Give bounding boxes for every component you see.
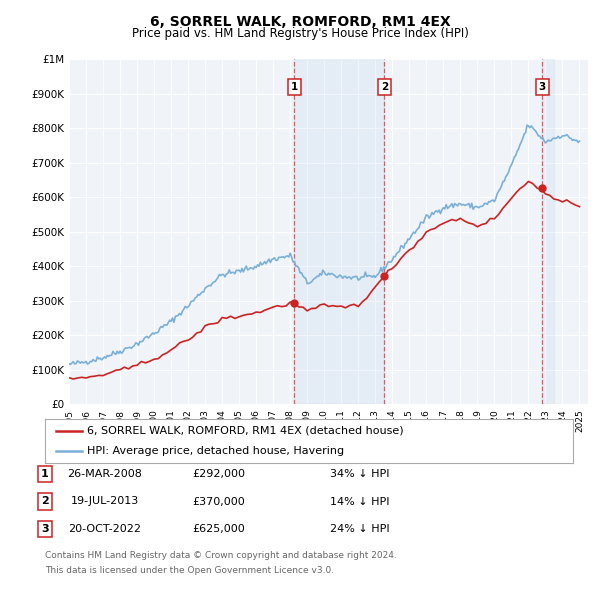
Text: Price paid vs. HM Land Registry's House Price Index (HPI): Price paid vs. HM Land Registry's House … xyxy=(131,27,469,40)
Text: £625,000: £625,000 xyxy=(193,525,245,534)
Text: HPI: Average price, detached house, Havering: HPI: Average price, detached house, Have… xyxy=(87,446,344,456)
Text: 2: 2 xyxy=(41,497,49,506)
Text: 3: 3 xyxy=(538,81,545,91)
Text: 20-OCT-2022: 20-OCT-2022 xyxy=(68,525,142,534)
Text: 1: 1 xyxy=(290,81,298,91)
Text: 34% ↓ HPI: 34% ↓ HPI xyxy=(330,469,390,478)
Bar xyxy=(294,59,385,404)
Text: 14% ↓ HPI: 14% ↓ HPI xyxy=(330,497,390,506)
Text: 19-JUL-2013: 19-JUL-2013 xyxy=(71,497,139,506)
Text: 2: 2 xyxy=(381,81,388,91)
Text: £370,000: £370,000 xyxy=(193,497,245,506)
Text: 3: 3 xyxy=(41,525,49,534)
Text: 6, SORREL WALK, ROMFORD, RM1 4EX (detached house): 6, SORREL WALK, ROMFORD, RM1 4EX (detach… xyxy=(87,426,404,436)
Text: 6, SORREL WALK, ROMFORD, RM1 4EX: 6, SORREL WALK, ROMFORD, RM1 4EX xyxy=(149,15,451,30)
Text: 26-MAR-2008: 26-MAR-2008 xyxy=(68,469,142,478)
Text: This data is licensed under the Open Government Licence v3.0.: This data is licensed under the Open Gov… xyxy=(45,566,334,575)
Text: £292,000: £292,000 xyxy=(193,469,245,478)
Bar xyxy=(542,59,554,404)
Text: 24% ↓ HPI: 24% ↓ HPI xyxy=(330,525,390,534)
Text: Contains HM Land Registry data © Crown copyright and database right 2024.: Contains HM Land Registry data © Crown c… xyxy=(45,552,397,560)
Text: 1: 1 xyxy=(41,469,49,478)
